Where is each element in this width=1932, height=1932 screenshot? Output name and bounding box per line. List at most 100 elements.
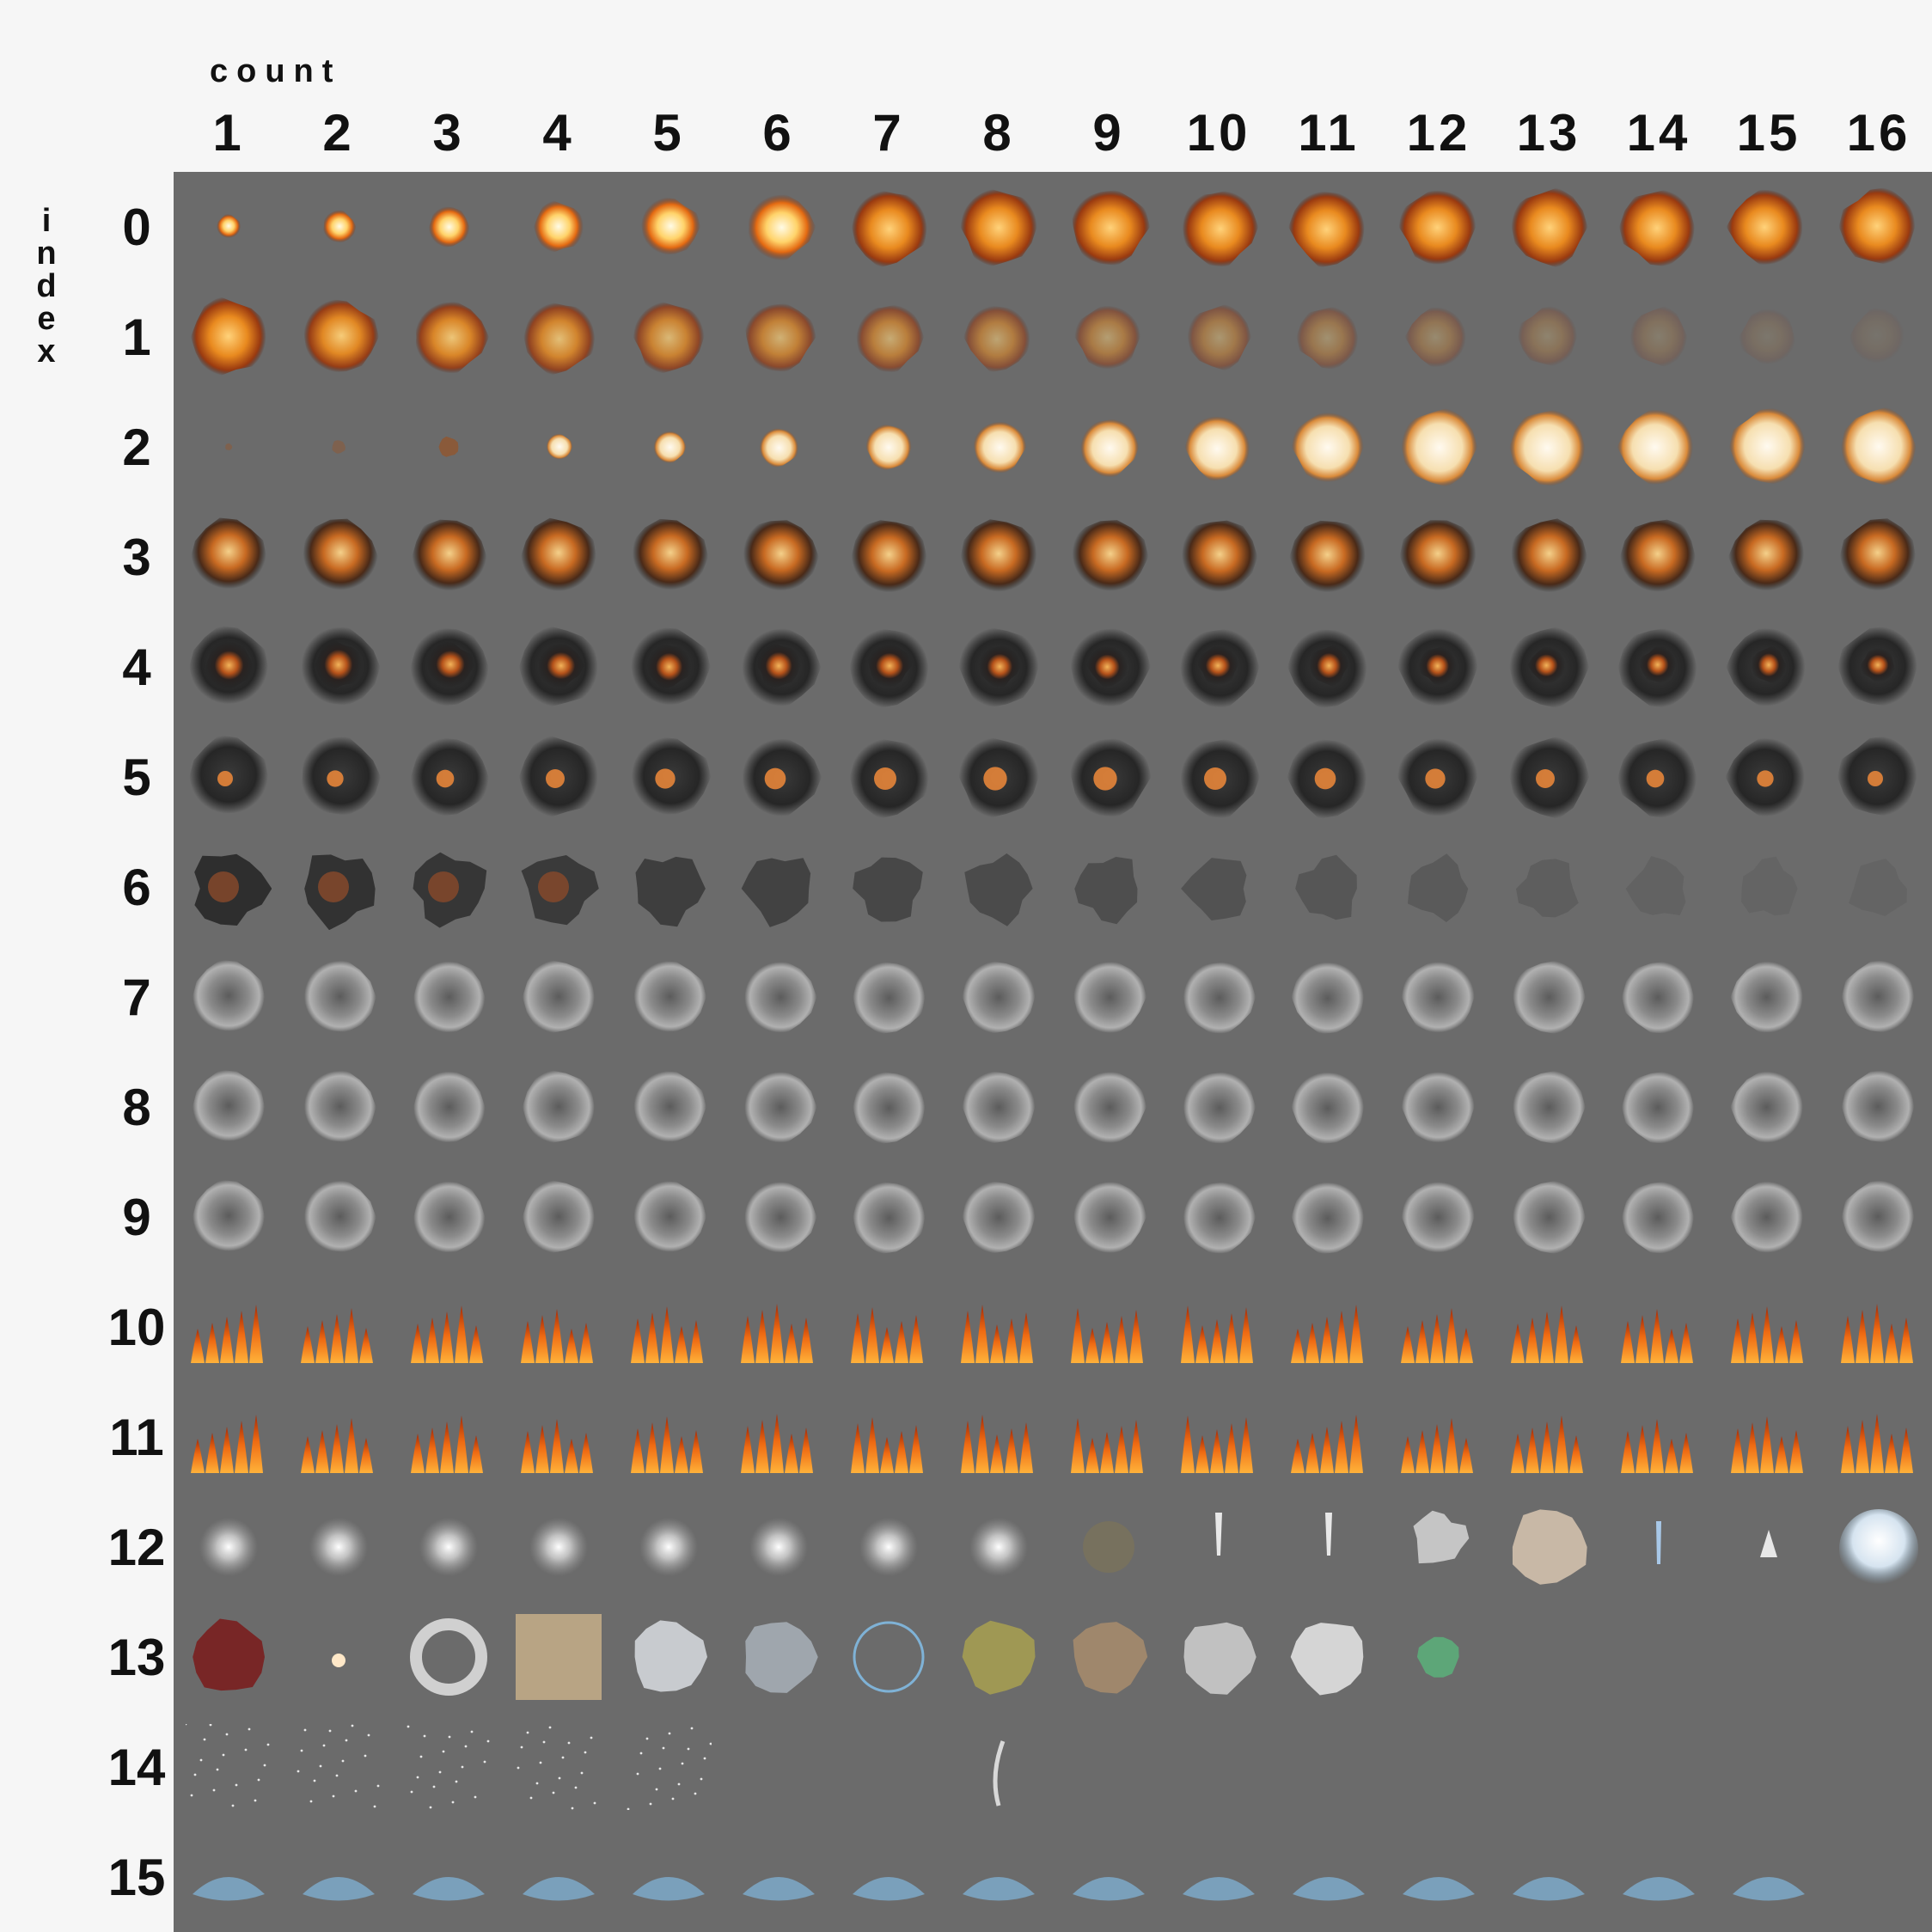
sprite-cell bbox=[504, 1602, 614, 1712]
sprite-cell bbox=[1274, 392, 1384, 502]
sprite-cell bbox=[174, 392, 284, 502]
misc-textures-sprite bbox=[1416, 1636, 1459, 1678]
sprite-cell bbox=[724, 1162, 834, 1272]
flash-grow-sprite bbox=[1080, 419, 1140, 478]
sprite-cell bbox=[1494, 1602, 1604, 1712]
sprite-cell bbox=[1054, 1162, 1164, 1272]
row-label: 3 bbox=[122, 528, 151, 586]
grey-smoke-sprite bbox=[193, 1069, 265, 1141]
sprite-cell bbox=[1824, 1602, 1932, 1712]
sprite-cell bbox=[1164, 1382, 1274, 1492]
water-splash-sprite bbox=[743, 1877, 815, 1901]
misc-effects-sprite bbox=[1760, 1530, 1777, 1557]
sparks-debris-sprite bbox=[297, 1724, 380, 1808]
sprite-cell bbox=[1384, 282, 1494, 392]
sprite-cell bbox=[394, 1602, 504, 1712]
sparks-debris-sprite bbox=[517, 1726, 596, 1810]
sprite-cell bbox=[284, 1712, 394, 1822]
sprite-cell bbox=[1604, 172, 1714, 282]
explosion-fade-sprite bbox=[1296, 306, 1359, 370]
misc-textures-sprite bbox=[1073, 1622, 1148, 1694]
sprite-cell bbox=[1384, 1822, 1494, 1932]
sprite-cell bbox=[1824, 832, 1932, 942]
sprite-cell bbox=[944, 1712, 1054, 1822]
sprite-cell bbox=[724, 722, 834, 832]
column-label: 9 bbox=[1092, 104, 1125, 162]
grey-smoke-sprite bbox=[744, 962, 817, 1033]
sprite-cell bbox=[504, 502, 614, 612]
fire-ring-smoke-sprite bbox=[1726, 737, 1805, 816]
flash-grow-sprite bbox=[1291, 413, 1364, 482]
sprite-cell bbox=[1054, 282, 1164, 392]
sprite-cell bbox=[1604, 282, 1714, 392]
sprite-cell bbox=[504, 722, 614, 832]
flames-sprite bbox=[1071, 1418, 1143, 1473]
sprite-cell bbox=[394, 1052, 504, 1162]
sprite-atlas bbox=[174, 172, 1932, 1932]
flames-sprite bbox=[1401, 1418, 1473, 1473]
grey-smoke-sprite bbox=[193, 959, 265, 1031]
sprite-cell bbox=[284, 942, 394, 1052]
flames-sprite bbox=[191, 1305, 263, 1363]
explosion-start-sprite bbox=[1619, 189, 1695, 267]
sprite-cell bbox=[394, 942, 504, 1052]
sprite-cell bbox=[1494, 502, 1604, 612]
sprite-cell bbox=[1604, 1492, 1714, 1602]
grey-smoke-sprite bbox=[304, 1180, 376, 1252]
grey-smoke-sprite bbox=[1513, 960, 1586, 1035]
flash-grow-sprite bbox=[1617, 409, 1693, 485]
row-label: 10 bbox=[107, 1298, 166, 1356]
sparks-debris-sprite bbox=[846, 1724, 932, 1810]
sprite-cell bbox=[1384, 612, 1494, 722]
sprite-cell bbox=[944, 1822, 1054, 1932]
sprite-cell bbox=[284, 392, 394, 502]
grey-smoke-sprite bbox=[853, 1072, 926, 1145]
sprite-cell bbox=[1384, 1162, 1494, 1272]
sprite-cell bbox=[284, 612, 394, 722]
misc-textures-sprite bbox=[853, 1621, 925, 1693]
sprite-cell bbox=[1164, 502, 1274, 612]
sprite-cell bbox=[1054, 1272, 1164, 1382]
sprite-cell bbox=[1604, 1602, 1714, 1712]
explosion-fade-sprite bbox=[856, 304, 925, 373]
fireball-smoke-sprite bbox=[1726, 627, 1806, 706]
fire-ring-smoke-sprite bbox=[1397, 738, 1478, 816]
smoke-disperse-sprite bbox=[635, 856, 706, 927]
column-label: 5 bbox=[652, 104, 685, 162]
fireball-sprite bbox=[1399, 520, 1477, 595]
sprite-cell bbox=[284, 1052, 394, 1162]
sprite-cell bbox=[1714, 942, 1824, 1052]
fire-ring-smoke-sprite bbox=[1509, 736, 1590, 819]
sprite-cell bbox=[1054, 612, 1164, 722]
sprite-cell bbox=[394, 1822, 504, 1932]
sprite-cell bbox=[504, 392, 614, 502]
sprite-cell bbox=[1494, 1272, 1604, 1382]
grey-smoke-sprite bbox=[523, 1180, 595, 1254]
sprite-cell bbox=[174, 1822, 284, 1932]
grey-smoke-sprite bbox=[193, 1179, 265, 1251]
flames-sprite bbox=[411, 1415, 483, 1473]
smoke-disperse-sprite bbox=[853, 857, 923, 922]
fireball-sprite bbox=[632, 518, 709, 594]
sprite-cell bbox=[834, 1052, 944, 1162]
explosion-fade-sprite bbox=[1517, 306, 1578, 367]
sprite-cell bbox=[284, 282, 394, 392]
sprite-cell bbox=[1164, 1162, 1274, 1272]
sprite-cell bbox=[724, 1492, 834, 1602]
fireball-smoke-sprite bbox=[849, 628, 929, 708]
fireball-sprite bbox=[1511, 518, 1587, 596]
misc-textures-sprite bbox=[634, 1620, 707, 1692]
sprite-cell bbox=[724, 502, 834, 612]
grey-smoke-sprite bbox=[1401, 1182, 1475, 1253]
column-label: 2 bbox=[322, 104, 355, 162]
grey-smoke-sprite bbox=[413, 1071, 486, 1143]
sprite-cell bbox=[1384, 1602, 1494, 1712]
sprite-cell bbox=[1384, 832, 1494, 942]
fireball-sprite bbox=[191, 517, 266, 593]
flames-sprite bbox=[1181, 1305, 1253, 1363]
flames-sprite bbox=[411, 1305, 483, 1363]
grey-smoke-sprite bbox=[304, 960, 376, 1032]
sprite-cell bbox=[504, 942, 614, 1052]
explosion-start-sprite bbox=[322, 210, 357, 243]
sprite-cell bbox=[1054, 1052, 1164, 1162]
